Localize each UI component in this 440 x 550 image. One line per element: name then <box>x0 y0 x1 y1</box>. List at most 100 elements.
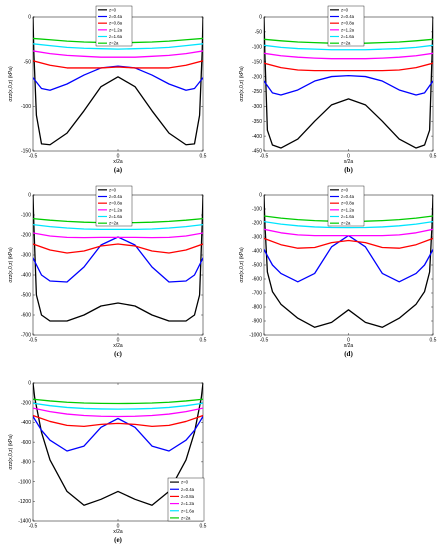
panel-label: (e) <box>114 536 122 544</box>
x-axis-label: x/2a <box>113 343 123 349</box>
legend-entry: z=0.4a <box>181 487 195 492</box>
y-tick-label: -700 <box>252 291 262 297</box>
x-tick-label: 0.5 <box>430 338 437 344</box>
x-tick-label: 0 <box>117 338 120 344</box>
legend-entry: z=0.4a <box>109 194 123 199</box>
y-tick-label: -900 <box>252 319 262 325</box>
y-tick-label: -600 <box>21 440 31 446</box>
series-line-z0 <box>264 16 433 149</box>
x-tick-label: 0.5 <box>430 154 437 160</box>
series-line-z1-2a <box>264 52 433 60</box>
series-line-z0-8a <box>33 414 203 428</box>
y-tick-label: 0 <box>28 15 31 21</box>
y-tick-label: -300 <box>252 104 262 110</box>
legend: z=0z=0.4az=0.8az=1.2az=1.6az=2a <box>327 185 365 227</box>
y-tick-label: -450 <box>252 149 262 155</box>
y-tick-label: -100 <box>252 207 262 213</box>
y-tick-label: -700 <box>21 333 31 339</box>
x-tick-label: -0.5 <box>29 154 38 160</box>
y-axis-label: σzz(x,0,z) (kPa) <box>8 247 14 283</box>
chart-panel-e: 0 -200 -400 -600 -800 -1000 -1200 -1400-0.5 0 0.5… <box>8 381 207 544</box>
legend: z=0z=0.4az=0.8az=1.2az=1.6az=2a <box>95 5 133 47</box>
x-axis-label: x/2a <box>344 343 354 349</box>
y-tick-label: -50 <box>255 30 262 36</box>
y-axis-label: σzz(x,0,z) (kPa) <box>8 66 14 102</box>
y-tick-label: -150 <box>21 149 31 155</box>
legend-box <box>95 185 133 227</box>
series-line-z1-2a <box>264 228 433 237</box>
x-tick-label: -0.5 <box>29 524 38 530</box>
legend-entry: z=1.6a <box>109 214 123 219</box>
legend-entry: z=1.2a <box>181 501 195 506</box>
panel-label: (c) <box>114 350 122 358</box>
y-tick-label: -200 <box>252 74 262 80</box>
y-axis-label: σzz(x,0,z) (kPa) <box>8 434 14 470</box>
series-line-z1-6a <box>33 223 203 231</box>
series-line-z1-6a <box>33 43 203 50</box>
y-tick-label: 0 <box>28 193 31 199</box>
y-tick-label: -400 <box>252 134 262 140</box>
y-tick-label: -400 <box>21 273 31 279</box>
legend-entry: z=0 <box>341 187 349 192</box>
panel-label: (a) <box>114 166 123 174</box>
legend-entry: z=1.2a <box>109 27 123 32</box>
legend-entry: z=0.8a <box>109 201 123 206</box>
series-line-z0-8a <box>264 62 433 72</box>
y-tick-label: -200 <box>21 400 31 406</box>
y-tick-label: -600 <box>21 313 31 319</box>
y-tick-label: -100 <box>252 44 262 50</box>
series-line-z0-4a <box>264 75 433 96</box>
legend-box <box>327 5 365 47</box>
legend-entry: z=2a <box>341 41 351 46</box>
y-axis-label: σzz(x,0,z) (kPa) <box>239 66 245 102</box>
y-tick-label: -500 <box>252 263 262 269</box>
legend-entry: z=1.6a <box>341 34 355 39</box>
y-tick-label: -250 <box>252 89 262 95</box>
legend-entry: z=0.8a <box>109 21 123 26</box>
legend-entry: z=0.4a <box>341 194 355 199</box>
legend-entry: z=2a <box>341 221 351 226</box>
y-tick-label: -1000 <box>249 333 262 339</box>
y-tick-label: -300 <box>252 235 262 241</box>
series-line-z1-2a <box>33 50 203 58</box>
chart-panel-a: 0 -50 -100 -150-0.5 0 0.5 x/2a σzz(x,0,z) (kPa)… <box>8 5 207 174</box>
y-tick-label: -300 <box>21 253 31 259</box>
y-tick-label: -100 <box>21 104 31 110</box>
y-tick-label: -1400 <box>18 519 31 525</box>
legend-entry: z=2a <box>181 515 191 520</box>
y-tick-label: 0 <box>259 15 262 21</box>
legend-entry: z=0 <box>109 187 117 192</box>
chart-panel-b: 0 -50 -100 -150 -200 -250 -300 -350 -400 -450-0.5… <box>239 5 437 174</box>
series-line-z0 <box>33 16 203 146</box>
y-tick-label: -800 <box>252 305 262 311</box>
x-tick-label: 0.5 <box>200 338 207 344</box>
legend: z=0z=0.4az=0.8az=1.2az=1.6az=2a <box>167 477 205 522</box>
series-line-z0 <box>33 382 203 506</box>
series-line-z0-8a <box>264 237 433 249</box>
legend-entry: z=0.4a <box>109 14 123 19</box>
panel-label: (d) <box>344 350 353 358</box>
x-tick-label: -0.5 <box>260 154 269 160</box>
chart-panel-c: 0 -100 -200 -300 -400 -500 -600 -700-0.5 0 0.5 x/2… <box>8 185 207 358</box>
y-tick-label: -200 <box>21 233 31 239</box>
legend-entry: z=1.6a <box>181 508 195 513</box>
legend-entry: z=0.8a <box>341 21 355 26</box>
y-tick-label: -150 <box>252 59 262 65</box>
series-line-z0-8a <box>33 60 203 69</box>
legend: z=0z=0.4az=0.8az=1.2az=1.6az=2a <box>95 185 133 227</box>
x-tick-label: -0.5 <box>260 338 269 344</box>
y-tick-label: -1000 <box>18 479 31 485</box>
y-tick-label: -350 <box>252 119 262 125</box>
x-axis-label: x/2a <box>113 529 123 535</box>
series-line-z0-4a <box>264 234 433 283</box>
x-axis-label: x/2a <box>113 159 123 165</box>
legend-entry: z=0 <box>341 7 349 12</box>
x-tick-label: 0 <box>117 524 120 530</box>
x-tick-label: 0 <box>347 154 350 160</box>
legend-entry: z=2a <box>109 41 119 46</box>
y-tick-label: -100 <box>21 213 31 219</box>
legend-entry: z=0 <box>109 7 117 12</box>
x-tick-label: 0.5 <box>200 154 207 160</box>
series-line-z0 <box>264 194 433 328</box>
